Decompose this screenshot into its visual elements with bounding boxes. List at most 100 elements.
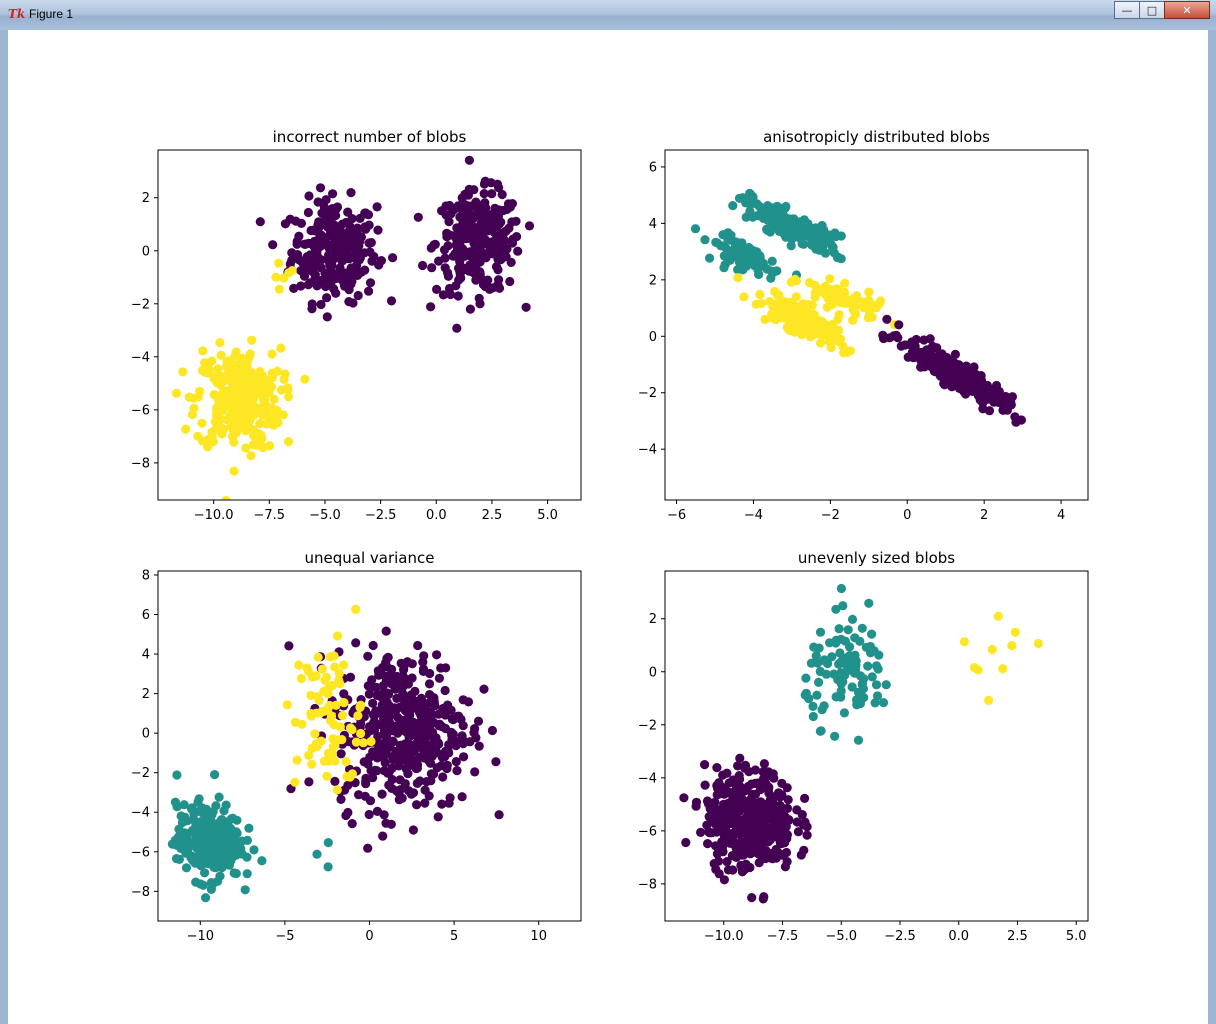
data-point — [470, 724, 480, 734]
data-point — [426, 712, 436, 722]
data-point — [347, 769, 357, 779]
data-point — [764, 784, 774, 794]
data-point — [828, 297, 839, 307]
axes-frame — [157, 149, 582, 501]
data-point — [266, 382, 276, 392]
data-point — [373, 731, 383, 741]
data-point — [283, 437, 294, 447]
data-point — [997, 396, 1008, 406]
data-point — [215, 405, 225, 415]
data-point — [483, 210, 493, 220]
y-tick-label: 2 — [649, 273, 657, 288]
data-point — [312, 226, 323, 237]
data-point — [390, 684, 400, 694]
data-point — [269, 394, 279, 404]
data-point — [471, 264, 481, 274]
y-tick-label: 4 — [142, 648, 150, 663]
data-point — [376, 708, 386, 718]
data-point — [203, 442, 213, 452]
data-point — [819, 701, 829, 711]
close-button[interactable]: ✕ — [1164, 1, 1210, 19]
data-point — [311, 245, 321, 255]
data-point — [368, 773, 378, 783]
data-point — [195, 386, 205, 396]
data-point — [494, 183, 504, 193]
data-point — [368, 710, 378, 720]
data-point — [458, 221, 468, 231]
data-point — [755, 289, 765, 300]
data-point — [850, 633, 860, 643]
data-point — [482, 248, 492, 259]
data-point — [843, 625, 853, 635]
data-point — [245, 349, 255, 359]
data-point — [479, 684, 489, 694]
data-point — [290, 777, 300, 787]
data-point — [307, 759, 317, 769]
data-point — [443, 271, 453, 281]
data-point — [390, 750, 400, 760]
data-point — [704, 827, 714, 837]
data-point — [869, 646, 879, 656]
data-point — [289, 283, 299, 293]
data-point — [749, 844, 759, 854]
data-point — [824, 336, 834, 346]
data-point — [821, 669, 832, 679]
data-point — [314, 277, 324, 287]
data-point — [333, 631, 343, 641]
data-point — [1007, 392, 1018, 402]
data-point — [754, 858, 764, 868]
data-point — [226, 831, 236, 841]
data-point — [700, 780, 710, 790]
data-point — [338, 256, 348, 266]
data-point — [459, 265, 469, 275]
data-point — [978, 398, 988, 408]
data-point — [451, 281, 461, 291]
figure-svg: −10.0 −7.5 −5.0 −2.5 0.0 2.5 5.0 −8 −6 −4 −2 0 2 inco… — [131, 128, 1089, 944]
data-point — [771, 299, 782, 309]
data-point — [426, 719, 436, 729]
title-bar[interactable]: Tk Figure 1 — □ ✕ — [0, 0, 1216, 30]
data-point — [354, 790, 364, 800]
data-point — [284, 641, 294, 651]
y-tick-label: 6 — [649, 160, 657, 175]
data-point — [296, 281, 306, 291]
x-tick-label: 2.5 — [1007, 929, 1028, 944]
data-point — [202, 849, 212, 859]
x-tick-label: −5.0 — [309, 508, 341, 523]
data-point — [195, 879, 206, 889]
data-point — [363, 651, 373, 661]
minimize-button[interactable]: — — [1114, 1, 1140, 19]
data-point — [845, 651, 855, 661]
data-point — [831, 231, 841, 242]
data-point — [438, 772, 448, 782]
data-point — [712, 238, 722, 248]
data-point — [871, 680, 882, 690]
data-point — [722, 857, 732, 867]
data-point — [822, 302, 832, 312]
data-point — [948, 360, 959, 370]
data-point — [453, 201, 463, 211]
data-point — [339, 698, 349, 708]
data-point — [748, 212, 758, 222]
x-tick-label: 0.0 — [426, 508, 447, 523]
data-point — [388, 253, 398, 263]
data-point — [735, 249, 745, 259]
data-point — [759, 774, 769, 784]
data-point — [249, 845, 259, 855]
data-point — [863, 661, 873, 671]
data-point — [421, 747, 431, 757]
data-point — [513, 246, 523, 256]
data-point — [356, 728, 366, 739]
y-tick-label: −2 — [638, 386, 657, 401]
data-point — [872, 691, 883, 701]
x-tick-label: −2.5 — [884, 929, 916, 944]
maximize-button[interactable]: □ — [1139, 1, 1165, 19]
data-point — [340, 785, 350, 795]
data-point — [998, 664, 1008, 674]
data-point — [187, 409, 198, 420]
data-point — [781, 232, 791, 242]
data-point — [477, 235, 487, 245]
data-point — [466, 219, 476, 229]
data-point — [857, 300, 867, 310]
y-tick-label: 2 — [649, 612, 657, 627]
